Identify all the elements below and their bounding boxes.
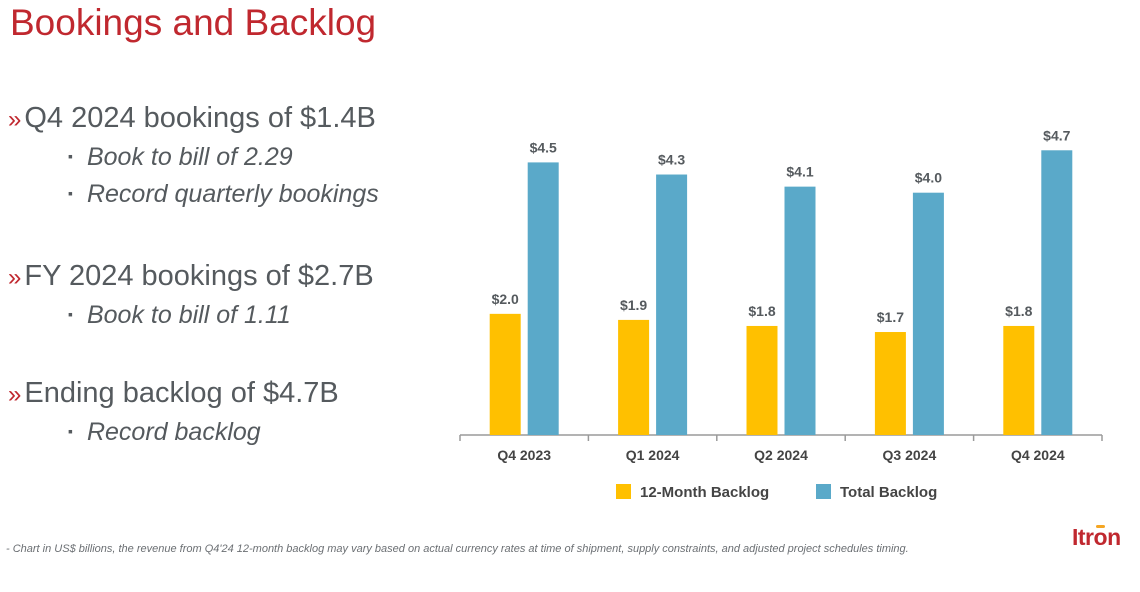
bar-12-month bbox=[618, 319, 650, 435]
bar-total bbox=[527, 162, 559, 435]
page-title: Bookings and Backlog bbox=[10, 2, 377, 43]
bullet-group: » Ending backlog of $4.7B ▪ Record backlog bbox=[8, 375, 448, 450]
bullet-main: » Ending backlog of $4.7B bbox=[8, 375, 448, 413]
x-tick-label: Q4 2023 bbox=[497, 447, 551, 463]
backlog-bar-chart: $2.0 $4.5 Q4 2023 $1.9 $4.3 Q1 2024 $1.8 $4.1 Q2… bbox=[459, 127, 1103, 501]
data-label: $4.7 bbox=[1043, 127, 1070, 143]
bullet-main: » Q4 2024 bookings of $1.4B bbox=[8, 100, 448, 138]
data-label: $4.1 bbox=[786, 164, 813, 180]
square-bullet-icon: ▪ bbox=[68, 306, 73, 322]
itron-logo: Itron bbox=[1072, 524, 1121, 550]
chevron-icon: » bbox=[8, 106, 22, 133]
legend-swatch bbox=[816, 484, 831, 499]
x-tick-label: Q4 2024 bbox=[1011, 447, 1065, 463]
bullet-text: Ending backlog of $4.7B bbox=[24, 377, 339, 409]
data-label: $1.8 bbox=[748, 303, 775, 319]
data-label: $2.0 bbox=[492, 291, 519, 307]
footnote: - Chart in US$ billions, the revenue fro… bbox=[6, 543, 909, 555]
bar-total bbox=[1041, 150, 1073, 435]
chevron-icon: » bbox=[8, 264, 22, 291]
data-label: $4.0 bbox=[915, 170, 942, 186]
bar-12-month bbox=[489, 313, 521, 435]
bullet-sub: ▪ Record quarterly bookings bbox=[8, 175, 448, 212]
bar-12-month bbox=[746, 325, 778, 435]
data-label: $1.9 bbox=[620, 297, 647, 313]
bar-total bbox=[784, 186, 816, 435]
legend-label: Total Backlog bbox=[840, 484, 937, 501]
bullet-main: » FY 2024 bookings of $2.7B bbox=[8, 258, 448, 296]
square-bullet-icon: ▪ bbox=[68, 185, 73, 201]
bullet-sub: ▪ Book to bill of 1.11 bbox=[8, 296, 448, 333]
bullet-text: Q4 2024 bookings of $1.4B bbox=[24, 102, 376, 134]
legend-label: 12-Month Backlog bbox=[640, 484, 769, 501]
x-tick-label: Q1 2024 bbox=[626, 447, 680, 463]
bullet-sub: ▪ Book to bill of 2.29 bbox=[8, 138, 448, 175]
bar-12-month bbox=[1003, 325, 1035, 435]
data-label: $4.5 bbox=[530, 139, 557, 155]
data-label: $4.3 bbox=[658, 152, 685, 168]
bullet-group: » FY 2024 bookings of $2.7B ▪ Book to bill… bbox=[8, 258, 448, 333]
bullet-sub-text: Book to bill of 1.11 bbox=[86, 301, 291, 329]
legend-swatch bbox=[616, 484, 631, 499]
bar-total bbox=[656, 174, 688, 435]
bullet-sub-text: Book to bill of 2.29 bbox=[86, 143, 293, 171]
bullet-list: » Q4 2024 bookings of $1.4B ▪ Book to bill… bbox=[8, 100, 448, 496]
data-label: $1.7 bbox=[877, 309, 904, 325]
chevron-icon: » bbox=[8, 381, 22, 408]
bullet-sub: ▪ Record backlog bbox=[8, 413, 448, 450]
bar-12-month bbox=[874, 332, 906, 435]
data-label: $1.8 bbox=[1005, 303, 1032, 319]
bullet-sub-text: Record backlog bbox=[86, 418, 261, 446]
square-bullet-icon: ▪ bbox=[68, 423, 73, 439]
bar-total bbox=[912, 192, 944, 435]
x-tick-label: Q3 2024 bbox=[883, 447, 937, 463]
square-bullet-icon: ▪ bbox=[68, 148, 73, 164]
bullet-sub-text: Record quarterly bookings bbox=[86, 180, 379, 208]
bullet-group: » Q4 2024 bookings of $1.4B ▪ Book to bill… bbox=[8, 100, 448, 212]
x-tick-label: Q2 2024 bbox=[754, 447, 808, 463]
bullet-text: FY 2024 bookings of $2.7B bbox=[24, 260, 374, 292]
